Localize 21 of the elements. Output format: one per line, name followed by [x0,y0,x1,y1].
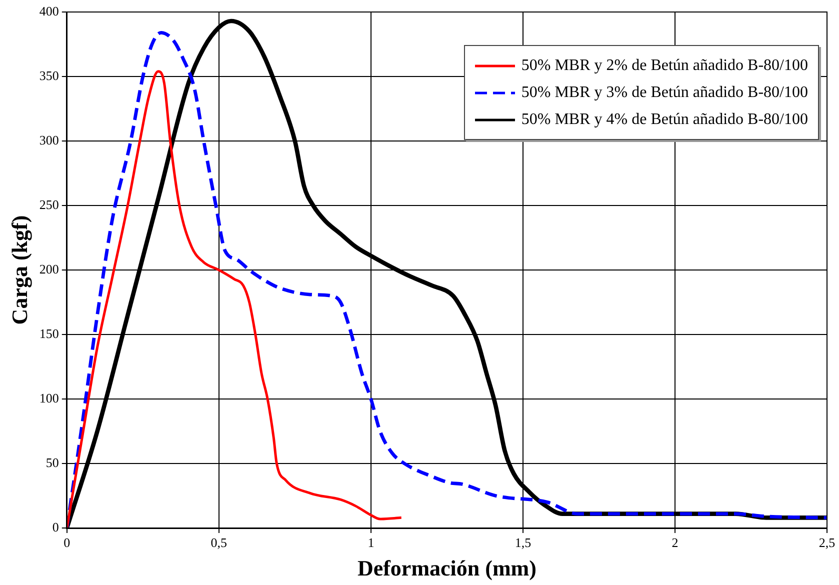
y-tick-label: 200 [39,261,59,276]
x-axis-title: Deformación (mm) [357,555,536,580]
y-tick-label: 0 [52,519,59,534]
legend-label: 50% MBR y 3% de Betún añadido B-80/100 [521,84,808,102]
y-tick-label: 150 [39,326,59,341]
y-tick-label: 400 [39,3,59,18]
x-tick-label: 2,5 [818,535,836,550]
x-tick-label: 2 [672,535,678,550]
y-tick-label: 250 [39,196,59,212]
line-series [66,70,403,528]
x-tick-label: 1,5 [514,535,532,550]
y-axis-title: Carga (kgf) [6,215,32,325]
x-tick-label: 0,5 [210,535,228,550]
legend-label: 50% MBR y 4% de Betún añadido B-80/100 [521,110,808,128]
y-tick-label: 300 [39,132,59,148]
x-tick-label: 1 [368,535,374,550]
x-tick-label: 0 [64,535,70,550]
legend-label: 50% MBR y 2% de Betún añadido B-80/100 [521,56,808,74]
y-tick-label: 50 [46,454,59,470]
y-tick-label: 100 [39,390,59,406]
y-tick-label: 350 [39,68,59,83]
